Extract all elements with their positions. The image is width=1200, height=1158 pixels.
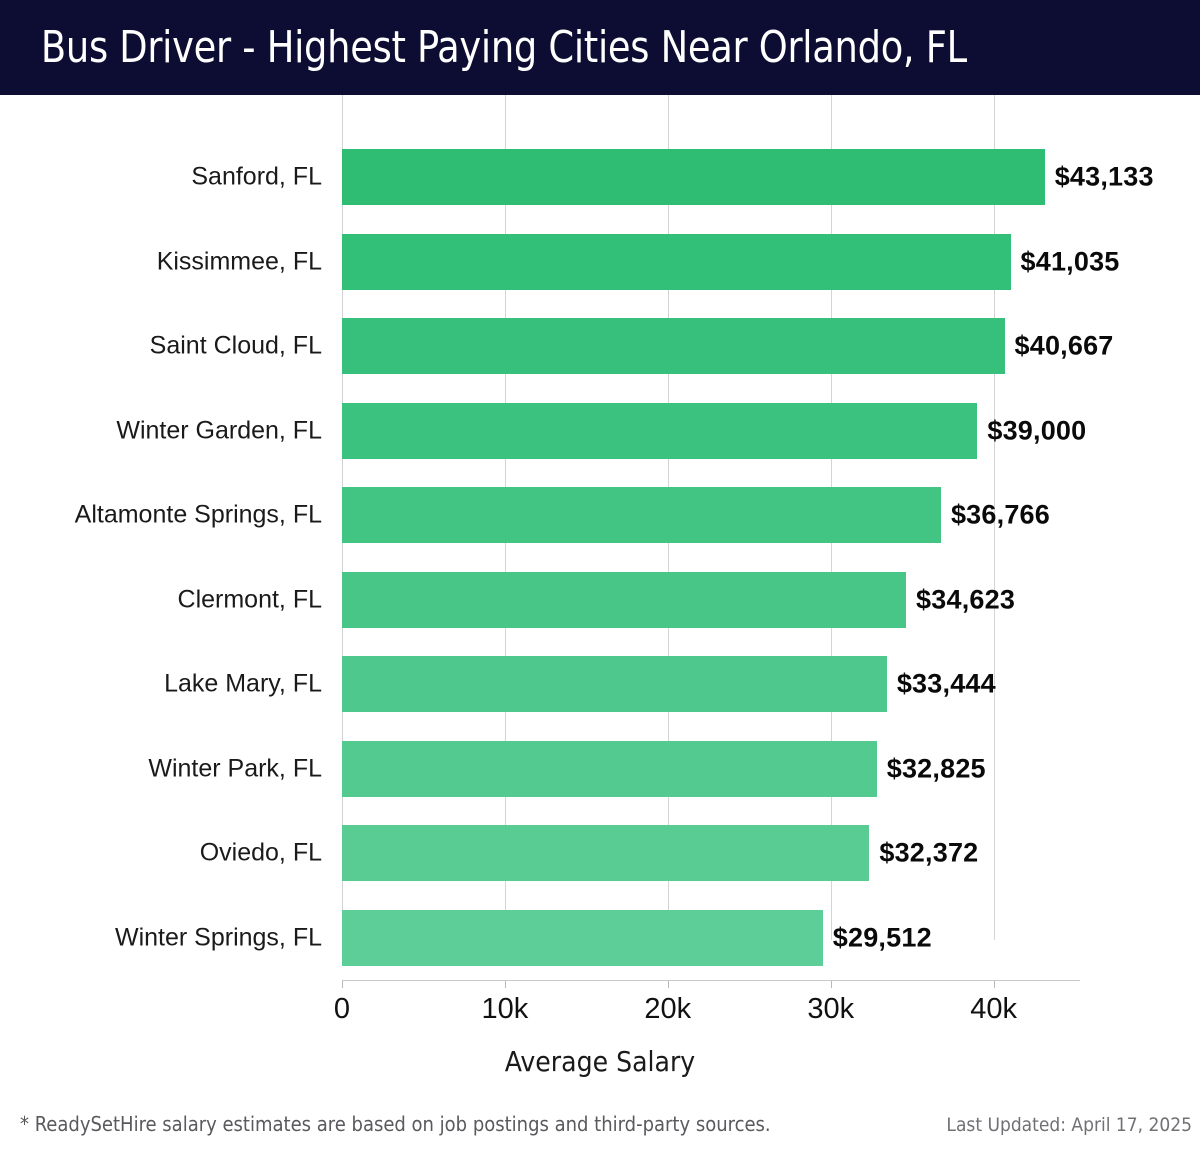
bar-value-label: $39,000	[987, 415, 1087, 446]
x-tick-label: 0	[333, 993, 351, 1025]
bar-row[interactable]: $40,667	[0, 318, 1200, 375]
bar-value-label: $29,512	[832, 922, 932, 953]
bar-row[interactable]: $43,133	[0, 149, 1200, 206]
footer: * ReadySetHire salary estimates are base…	[0, 1112, 1200, 1158]
bar-row[interactable]: $39,000	[0, 402, 1200, 459]
bar-row[interactable]: $33,444	[0, 656, 1200, 713]
bar-value-label: $40,667	[1014, 330, 1114, 361]
chart-container: $43,133 $41,035 $40,667 $39,000 $36,766 $34,6…	[0, 95, 1200, 1095]
category-label: Altamonte Springs, FL	[74, 500, 322, 529]
bar[interactable]	[342, 318, 1005, 375]
category-label: Clermont, FL	[177, 585, 322, 614]
footer-disclaimer: * ReadySetHire salary estimates are base…	[20, 1112, 771, 1136]
bar-value-label: $33,444	[896, 668, 996, 699]
bar[interactable]	[342, 571, 907, 628]
bar[interactable]	[342, 909, 823, 966]
bar-row[interactable]: $34,623	[0, 571, 1200, 628]
bar-value-label: $32,372	[879, 837, 979, 868]
category-label: Sanford, FL	[191, 162, 322, 191]
bar-value-label: $36,766	[950, 499, 1050, 530]
bar-value-label: $43,133	[1054, 161, 1154, 192]
category-label: Winter Springs, FL	[114, 923, 322, 952]
x-tick-mark	[342, 980, 343, 988]
bar-row[interactable]: $32,825	[0, 740, 1200, 797]
x-tick-label: 10k	[481, 993, 529, 1025]
bar[interactable]	[342, 825, 870, 882]
bar-row[interactable]: $41,035	[0, 233, 1200, 290]
x-tick-mark	[993, 980, 995, 988]
x-axis-line	[342, 980, 1080, 981]
x-tick-label: 20k	[644, 993, 692, 1025]
category-label: Oviedo, FL	[199, 838, 322, 867]
header-band: Bus Driver - Highest Paying Cities Near …	[0, 0, 1200, 95]
x-tick-label: 30k	[807, 993, 855, 1025]
category-label: Kissimmee, FL	[156, 247, 322, 276]
bar-row[interactable]: $32,372	[0, 825, 1200, 882]
x-tick-mark	[667, 980, 669, 988]
x-tick-mark	[504, 980, 506, 988]
gridline	[993, 95, 995, 940]
x-axis-title: Average Salary	[504, 1045, 696, 1078]
bar[interactable]	[342, 656, 887, 713]
bar[interactable]	[342, 740, 877, 797]
bar-value-label: $41,035	[1020, 246, 1120, 277]
page-title: Bus Driver - Highest Paying Cities Near …	[40, 22, 967, 73]
x-tick-label: 40k	[970, 993, 1018, 1025]
footer-last-updated: Last Updated: April 17, 2025	[946, 1114, 1192, 1136]
bar-value-label: $32,825	[886, 753, 986, 784]
category-label: Winter Park, FL	[148, 754, 322, 783]
category-label: Saint Cloud, FL	[149, 331, 322, 360]
x-tick-mark	[830, 980, 832, 988]
bar[interactable]	[342, 402, 978, 459]
bar[interactable]	[342, 487, 941, 544]
category-label: Lake Mary, FL	[164, 669, 322, 698]
category-label: Winter Garden, FL	[116, 416, 322, 445]
bar[interactable]	[342, 149, 1045, 206]
bar-row[interactable]: $36,766	[0, 487, 1200, 544]
bar-value-label: $34,623	[916, 584, 1016, 615]
bar-row[interactable]: $29,512	[0, 909, 1200, 966]
bar[interactable]	[342, 233, 1011, 290]
